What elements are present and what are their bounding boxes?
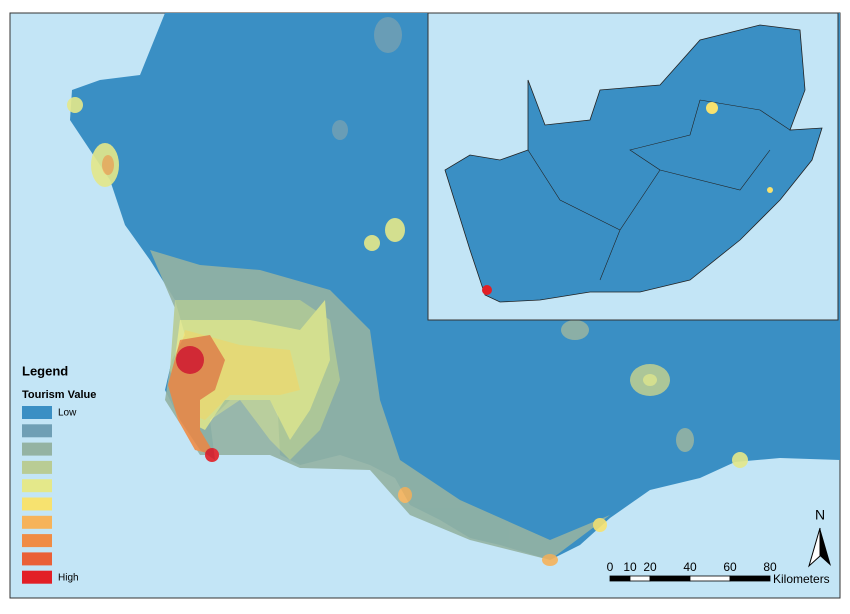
legend-swatch bbox=[22, 460, 52, 474]
north-label: N bbox=[815, 507, 825, 523]
legend-swatch bbox=[22, 552, 52, 566]
scale-tick-label: 0 bbox=[607, 560, 614, 574]
scale-segment bbox=[629, 575, 651, 582]
scale-tick-label: 60 bbox=[723, 560, 737, 574]
legend-subtitle: Tourism Value bbox=[22, 389, 96, 401]
north-arrow: N bbox=[808, 507, 831, 568]
legend-swatch bbox=[22, 534, 52, 548]
scale-tick-label: 10 bbox=[623, 560, 637, 574]
legend-label: High bbox=[58, 572, 79, 583]
legend-swatch bbox=[22, 442, 52, 456]
scale-segment bbox=[729, 575, 771, 582]
legend-swatch bbox=[22, 479, 52, 493]
legend-swatch bbox=[22, 424, 52, 438]
scale-tick-label: 40 bbox=[683, 560, 697, 574]
legend-swatch bbox=[22, 406, 52, 419]
legend-title: Legend bbox=[22, 363, 68, 378]
scale-segment bbox=[689, 575, 731, 582]
heat bbox=[67, 17, 748, 566]
scale-unit: Kilometers bbox=[773, 572, 830, 586]
scale-segment bbox=[649, 575, 691, 582]
legend-swatch bbox=[22, 515, 52, 529]
legend-swatch bbox=[22, 570, 52, 584]
legend-label: Low bbox=[58, 408, 77, 419]
scale-tick-label: 20 bbox=[643, 560, 657, 574]
inset-map bbox=[427, 12, 839, 321]
scale-segment bbox=[609, 575, 631, 582]
legend-swatch bbox=[22, 497, 52, 511]
legend: Legend Tourism Value Low High bbox=[22, 363, 96, 584]
scale-tick-label: 80 bbox=[763, 560, 777, 574]
